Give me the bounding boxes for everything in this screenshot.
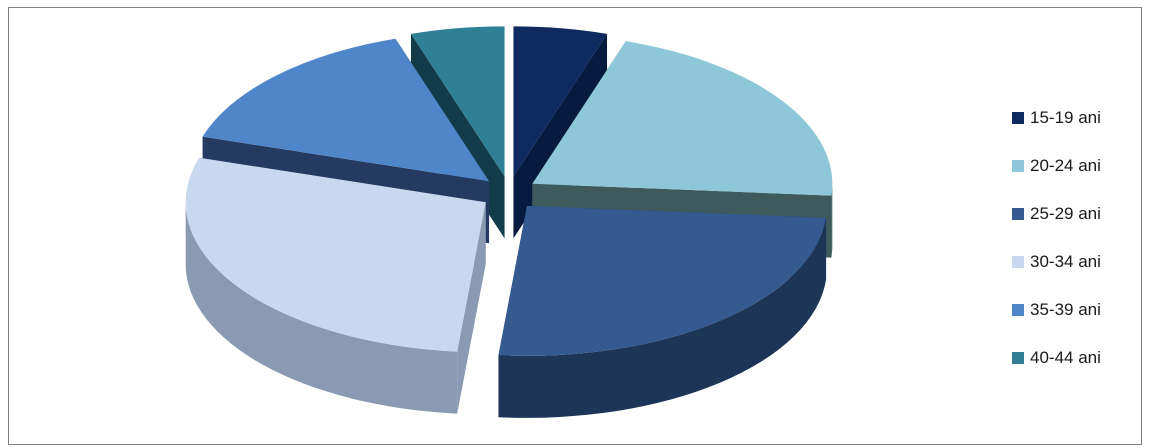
slice-side (498, 217, 827, 418)
slice-side (185, 202, 458, 414)
legend-label-35-39: 35-39 ani (1030, 300, 1101, 319)
legend-swatch-25-29 (1012, 208, 1024, 220)
slice-top (532, 41, 833, 196)
slice-top (185, 157, 486, 352)
legend-label-40-44: 40-44 ani (1030, 348, 1101, 367)
pie-chart (185, 26, 833, 418)
legend-swatch-35-39 (1012, 304, 1024, 316)
legend-swatch-20-24 (1012, 160, 1024, 172)
legend-label-15-19: 15-19 ani (1030, 108, 1101, 127)
legend-item-35-39: 35-39 ani (1012, 298, 1101, 322)
slice-side (831, 183, 833, 258)
legend-label-30-34: 30-34 ani (1030, 252, 1101, 271)
slice-top (410, 26, 505, 177)
legend-swatch-30-34 (1012, 256, 1024, 268)
legend-item-30-34: 30-34 ani (1012, 250, 1101, 274)
legend-item-25-29: 25-29 ani (1012, 202, 1101, 226)
slice-top (498, 205, 827, 356)
legend-swatch-15-19 (1012, 112, 1024, 124)
legend-item-20-24: 20-24 ani (1012, 154, 1101, 178)
slice-top (202, 38, 490, 182)
legend-label-20-24: 20-24 ani (1030, 156, 1101, 175)
legend-label-25-29: 25-29 ani (1030, 204, 1101, 223)
chart-area: 15-19 ani 20-24 ani 25-29 ani 30-34 ani … (8, 7, 1142, 445)
legend-item-15-19: 15-19 ani (1012, 106, 1101, 130)
legend-swatch-40-44 (1012, 352, 1024, 364)
pie-slice-25-29-ani (498, 205, 827, 418)
slice-top (513, 26, 608, 177)
legend-item-40-44: 40-44 ani (1012, 346, 1101, 370)
pie-slice-30-34-ani (185, 157, 486, 414)
